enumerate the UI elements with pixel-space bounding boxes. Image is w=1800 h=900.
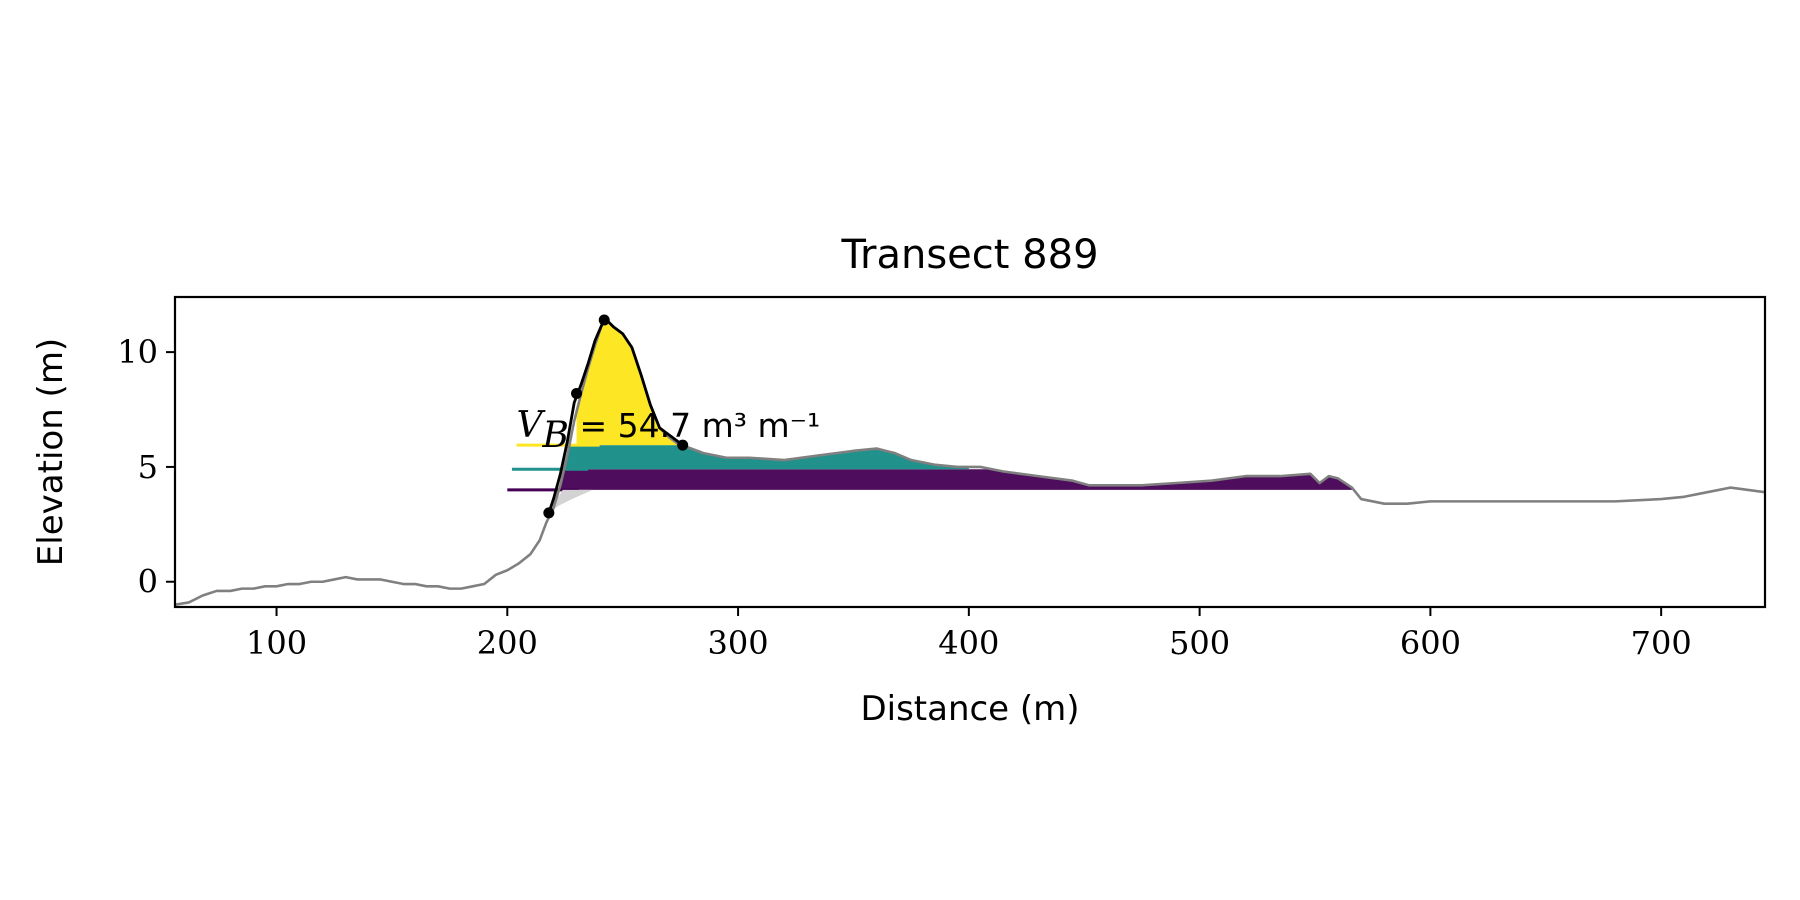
profile-line — [175, 318, 1765, 606]
x-tick-label: 400 — [938, 624, 999, 662]
x-tick-label: 200 — [477, 624, 538, 662]
annotation-subscript: B — [542, 415, 569, 456]
volume-band-fill — [555, 469, 1357, 490]
annotation-symbol: V — [517, 405, 547, 446]
x-tick-label: 500 — [1169, 624, 1230, 662]
y-tick-label: 5 — [138, 448, 158, 486]
y-axis: 0 5 10 — [117, 333, 175, 601]
key-point — [677, 439, 689, 451]
volume-annotation: VB = 54.7 m³ m⁻¹ — [517, 405, 821, 456]
x-tick-label: 600 — [1400, 624, 1461, 662]
x-tick-label: 100 — [246, 624, 307, 662]
plot-frame — [173, 295, 1767, 609]
volume-band-fill — [576, 319, 692, 446]
y-tick-label: 0 — [138, 563, 158, 601]
x-axis: 100 200 300 400 500 600 700 — [246, 607, 1692, 662]
x-axis-label: Distance (m) — [860, 689, 1079, 729]
volume-band-fill — [565, 445, 969, 470]
x-tick-label: 300 — [708, 624, 769, 662]
y-axis-label: Elevation (m) — [31, 338, 71, 566]
key-point — [571, 387, 583, 399]
toe-wedge — [548, 489, 593, 513]
key-point — [598, 314, 610, 326]
key-point — [543, 507, 555, 519]
series-lines — [175, 314, 1765, 606]
chart-title: Transect 889 — [840, 232, 1098, 278]
annotation-value: = 54.7 m³ m⁻¹ — [569, 406, 820, 445]
y-tick-label: 10 — [117, 333, 158, 371]
x-tick-label: 700 — [1631, 624, 1692, 662]
